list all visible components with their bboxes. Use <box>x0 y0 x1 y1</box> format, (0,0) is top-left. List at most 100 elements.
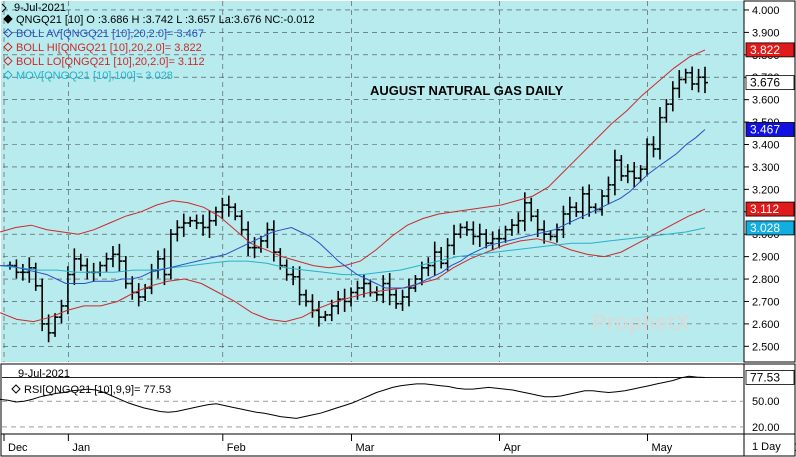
boll-hi-line <box>0 49 706 269</box>
price-bar <box>553 223 560 243</box>
price-bar <box>702 66 708 94</box>
date-label: Apr <box>504 442 521 454</box>
price-bar <box>13 259 20 279</box>
price-bar <box>682 68 689 84</box>
rsi-tick-labels: 20.00 50.00 <box>752 396 780 434</box>
price-bar <box>624 164 631 184</box>
price-bar <box>232 203 239 221</box>
rsi-gridlines <box>2 377 743 428</box>
mov-line <box>0 227 706 276</box>
price-tick-label: 2.900 <box>752 252 780 264</box>
date-label: May <box>652 442 673 454</box>
period-label[interactable]: 1 Day <box>752 441 781 453</box>
date-label: Jan <box>72 442 90 454</box>
price-bar <box>64 266 71 315</box>
price-tick-label: 2.700 <box>752 296 780 308</box>
price-bar <box>32 262 39 291</box>
price-tick-label: 2.600 <box>752 319 780 331</box>
rsi-panel[interactable]: 9-Jul-2021 RSI[QNGQ21 [10],9,9]= 77.53 <box>0 363 745 435</box>
price-bar <box>457 223 464 239</box>
price-bar <box>689 66 696 91</box>
price-bar <box>45 314 52 343</box>
legend-corner-icon <box>1 3 7 13</box>
price-bar <box>676 70 683 98</box>
price-bar <box>206 210 213 238</box>
price-value-label: 3.822 <box>745 42 795 58</box>
price-bar <box>560 205 567 239</box>
price-value-label: 3.112 <box>745 201 795 217</box>
price-bar <box>528 197 535 222</box>
boll-lo-line <box>0 208 706 323</box>
price-bar <box>200 214 207 236</box>
price-bar <box>180 213 187 237</box>
price-axis: 2.5002.6002.7002.8002.9003.0003.1003.200… <box>743 0 796 363</box>
price-bar <box>296 266 303 306</box>
price-bar <box>270 220 277 262</box>
legend-entry: BOLL AV[QNGQ21 [10],20,2.0]= 3.467 <box>16 28 204 40</box>
price-bar <box>354 280 361 300</box>
legend-entry: QNGQ21 [10] O :3.686 H :3.742 L :3.657 L… <box>16 14 315 26</box>
rsi-line <box>0 375 706 419</box>
price-bar <box>238 210 245 236</box>
price-tick-label: 3.600 <box>752 95 780 107</box>
rsi-value-box <box>745 370 795 385</box>
price-bar <box>489 231 496 251</box>
price-bar <box>431 241 438 277</box>
price-bar <box>663 99 670 123</box>
rsi-date: 9-Jul-2021 <box>18 368 70 380</box>
price-bar <box>418 261 425 286</box>
watermark: ProphetX <box>592 310 690 335</box>
rsi-value-label: 77.53 <box>745 370 795 385</box>
rsi-tick-label: 50.00 <box>752 396 780 408</box>
rsi-value-text: 77.53 <box>750 370 780 384</box>
date-axis: DecJanFebMarAprMayJunJul 1 Day <box>0 433 796 457</box>
price-bar <box>264 222 271 249</box>
price-bar <box>71 248 78 286</box>
price-bar <box>463 221 470 236</box>
rsi-axis: 20.00 50.00 77.53 <box>743 363 796 435</box>
legend-entry: BOLL LO[QNGQ21 [10],20,2.0]= 3.112 <box>16 56 205 68</box>
svg-text:3.676: 3.676 <box>750 76 780 90</box>
price-bar <box>393 289 400 309</box>
price-tick-label: 3.900 <box>752 27 780 39</box>
price-bar <box>245 221 252 256</box>
price-bar <box>644 138 651 176</box>
boll-av-line <box>0 129 706 289</box>
price-bar <box>483 229 490 249</box>
price-bar <box>39 278 46 332</box>
price-panel[interactable]: ProphetX AUGUST NATURAL GAS DAILY 9-Jul-… <box>0 1 796 362</box>
legend-marker-icon <box>3 14 13 24</box>
price-bar <box>116 243 123 272</box>
svg-text:3.112: 3.112 <box>750 202 779 216</box>
svg-text:3.467: 3.467 <box>750 122 780 136</box>
price-value-label: 3.467 <box>745 122 795 137</box>
legend-entry: BOLL HI[QNGQ21 [10],20,2.0]= 3.822 <box>16 42 202 54</box>
price-bar <box>161 248 168 286</box>
legend-marker-icon <box>3 56 13 66</box>
price-bar <box>315 301 322 327</box>
period-box[interactable] <box>743 433 796 457</box>
price-value-labels: 3.822 3.676 3.467 3.112 3.028 <box>745 42 795 236</box>
price-bar <box>438 247 445 269</box>
price-bar <box>605 176 612 205</box>
legend-marker-icon <box>3 42 13 52</box>
price-bar <box>412 275 419 293</box>
price-bar <box>193 214 200 230</box>
price-bar <box>109 246 116 268</box>
price-bar <box>476 223 483 247</box>
rsi-plot-area <box>0 363 745 435</box>
rsi-tick-label: 20.00 <box>752 422 780 434</box>
price-bar <box>470 221 477 245</box>
price-bar <box>303 289 310 307</box>
price-bar <box>618 155 625 182</box>
price-value-label: 3.676 <box>745 75 795 91</box>
price-bar <box>103 252 110 272</box>
price-bar <box>547 230 554 241</box>
price-bar <box>283 259 290 281</box>
price-bar <box>386 273 393 306</box>
legend-entry: MOV[QNGQ21 [10],100]= 3.028 <box>16 70 173 82</box>
price-bar <box>167 229 174 280</box>
price-bar <box>212 206 219 226</box>
